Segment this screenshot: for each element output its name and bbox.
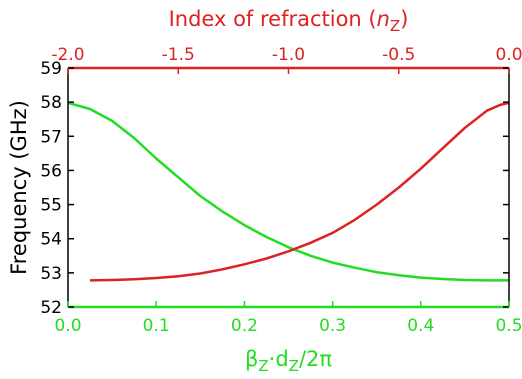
- y-tick-label: 52: [40, 298, 62, 318]
- axes: 52 53 54 55 56 57 58 59 0.0 0.1 0.2 0.3 0.4 0.5 -2.0 -1…: [40, 45, 522, 336]
- bottom-tick-label: 0.3: [319, 316, 346, 336]
- y-tick-label: 54: [40, 230, 62, 250]
- top-tick-label: -2.0: [51, 45, 84, 65]
- top-tick-label: -1.5: [162, 45, 195, 65]
- top-axis-title: Index of refraction (nZ): [169, 7, 409, 35]
- y-axis-title: Frequency (GHz): [7, 100, 31, 275]
- series-line-0: [67, 101, 509, 282]
- top-tick-label: -1.0: [272, 45, 305, 65]
- bottom-tick-label: 0.1: [143, 316, 170, 336]
- top-tick-label: 0.0: [495, 45, 522, 65]
- y-tick-label: 59: [40, 59, 62, 79]
- bottom-tick-label: 0.5: [495, 316, 522, 336]
- series-layer: [67, 101, 510, 282]
- y-tick-label: 57: [40, 127, 62, 147]
- y-tick-label: 58: [40, 93, 62, 113]
- y-tick-label: 56: [40, 161, 62, 181]
- y-tick-label: 55: [40, 196, 62, 216]
- bottom-tick-label: 0.0: [54, 316, 81, 336]
- top-tick-label: -0.5: [382, 45, 415, 65]
- y-tick-label: 53: [40, 264, 62, 284]
- series-line-1: [89, 101, 510, 282]
- bottom-axis-title: βZ·dZ/2π: [245, 347, 332, 375]
- bottom-tick-label: 0.4: [407, 316, 434, 336]
- bottom-tick-label: 0.2: [231, 316, 258, 336]
